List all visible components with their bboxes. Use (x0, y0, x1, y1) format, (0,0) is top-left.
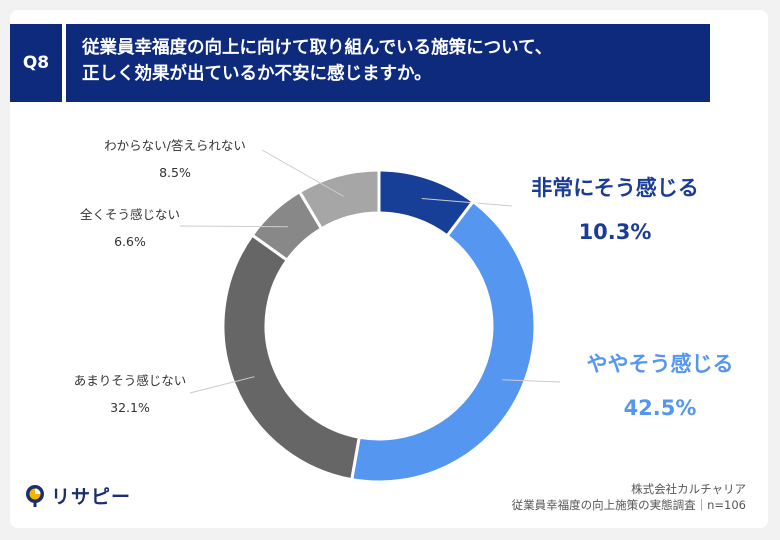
slice-not-much-leader-line (189, 376, 255, 394)
slice-not-much (221, 233, 361, 482)
label-not-at-all: 全くそう感じない 6.6% (50, 201, 210, 255)
question-line-1: 従業員幸福度の向上に向けて取り組んでいる施策について、 (82, 38, 553, 58)
label-dont-know: わからない/答えられない 8.5% (70, 132, 280, 186)
source-survey: 従業員幸福度の向上施策の実態調査｜n=106 (511, 498, 746, 512)
label-not-much-name: あまりそう感じない (73, 373, 187, 388)
slice-somewhat-leader-line (502, 379, 561, 383)
slice-strongly-leader-line (421, 197, 513, 207)
label-not-much: あまりそう感じない 32.1% (40, 367, 220, 421)
label-somewhat: ややそう感じる 42.5% (545, 342, 775, 430)
label-somewhat-name: ややそう感じる (586, 352, 734, 376)
logo-pin-icon (26, 484, 44, 507)
label-somewhat-value: 42.5% (623, 396, 697, 420)
slice-dont-know-leader-line (261, 149, 344, 197)
logo-text: リサピー (51, 486, 132, 508)
question-title: 従業員幸福度の向上に向けて取り組んでいる施策について、 正しく効果が出ているか不… (66, 24, 710, 102)
label-strongly-name: 非常にそう感じる (531, 176, 699, 200)
slice-somewhat (349, 199, 537, 484)
label-strongly: 非常にそう感じる 10.3% (500, 166, 730, 254)
slice-not-at-all-leader-line (179, 225, 289, 228)
slice-dont-know (297, 168, 381, 231)
label-not-at-all-name: 全くそう感じない (79, 207, 180, 222)
question-number-badge: Q8 (10, 24, 62, 102)
source-credit: 株式会社カルチャリア 従業員幸福度の向上施策の実態調査｜n=106 (512, 481, 746, 513)
source-company: 株式会社カルチャリア (631, 482, 746, 496)
label-not-much-value: 32.1% (110, 400, 150, 415)
brand-logo: リサピー (24, 482, 131, 509)
question-line-2: 正しく効果が出ているか不安に感じますか。 (82, 64, 432, 84)
label-dont-know-name: わからない/答えられない (104, 138, 246, 153)
label-not-at-all-value: 6.6% (114, 234, 146, 249)
label-dont-know-value: 8.5% (159, 165, 191, 180)
label-strongly-value: 10.3% (578, 220, 652, 244)
